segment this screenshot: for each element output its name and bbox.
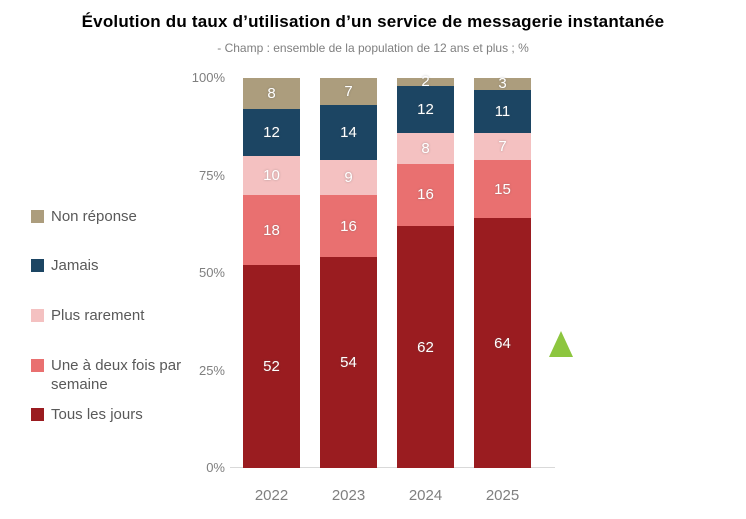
x-tick-label: 2023 (331, 487, 366, 504)
legend-swatch-icon (31, 210, 44, 223)
bar-segment: 8 (243, 78, 300, 110)
bar-segment: 12 (397, 85, 454, 133)
bar-segment: 62 (397, 226, 454, 468)
legend-label: Tous les jours (51, 406, 143, 423)
y-tick-label: 50% (198, 265, 225, 280)
legend-item: Plus rarement (31, 306, 196, 325)
x-tick-label: 2024 (408, 487, 443, 504)
bar-value-label: 16 (417, 186, 434, 204)
legend-swatch-icon (31, 259, 44, 272)
y-tick-label: 25% (198, 362, 225, 378)
bar-segment: 18 (243, 194, 300, 266)
bar-segment: 16 (320, 194, 377, 258)
y-tick-label: 75% (198, 167, 225, 183)
x-axis-line (230, 467, 555, 468)
bar-value-label: 11 (494, 102, 511, 120)
legend-label: Une à deux fois par semaine (51, 357, 182, 393)
bar-segment: 3 (474, 75, 531, 93)
chart-subtitle: - Champ : ensemble de la population de 1… (217, 41, 529, 55)
y-tick-label: 100% (191, 70, 225, 85)
trend-up-triangle-icon (549, 331, 573, 357)
bar-segment: 7 (474, 132, 531, 160)
bar-segment: 10 (243, 155, 300, 195)
bar-value-label: 54 (340, 354, 357, 372)
legend-swatch-icon (31, 359, 44, 372)
bar-value-label: 18 (263, 221, 280, 239)
legend-label: Jamais (51, 257, 99, 274)
bar-value-label: 7 (344, 83, 353, 101)
legend-swatch-icon (31, 408, 44, 421)
stacked-bar-2022: 8 12 10 18 52 (243, 78, 300, 468)
bar-value-label: 62 (417, 338, 434, 356)
bar-segment: 9 (320, 159, 377, 195)
bar-segment: 2 (397, 73, 454, 90)
stacked-bar-2024: 2 12 8 16 62 (397, 73, 454, 468)
legend-item: Une à deux fois par semaine (31, 356, 196, 394)
bar-segment: 54 (320, 257, 377, 468)
legend-item: Non réponse (31, 207, 196, 226)
legend-swatch-icon (31, 309, 44, 322)
bar-value-label: 2 (421, 73, 430, 91)
bar-segment: 64 (474, 218, 531, 468)
bar-value-label: 16 (340, 217, 357, 235)
bar-value-label: 9 (344, 168, 353, 186)
bar-value-label: 12 (263, 124, 280, 142)
bar-value-label: 10 (263, 166, 280, 184)
bar-value-label: 7 (498, 137, 507, 155)
bar-segment: 12 (243, 109, 300, 156)
legend-item: Tous les jours (31, 405, 196, 424)
bar-value-label: 3 (498, 75, 507, 93)
bar-segment: 8 (397, 132, 454, 164)
y-tick-label: 0% (206, 460, 225, 475)
bar-value-label: 8 (267, 85, 276, 103)
bar-value-label: 12 (417, 100, 434, 118)
stacked-bar-2023: 7 14 9 16 54 (320, 78, 377, 468)
legend-item: Jamais (31, 256, 196, 275)
bar-value-label: 52 (263, 358, 280, 376)
bar-segment: 11 (474, 89, 531, 133)
bar-value-label: 8 (421, 139, 430, 157)
bar-segment: 52 (243, 265, 300, 468)
chart-title: Évolution du taux d’utilisation d’un ser… (81, 12, 665, 31)
stacked-bar-2025: 3 11 7 15 64 (474, 75, 531, 468)
bar-segment: 14 (320, 105, 377, 160)
x-tick-label: 2025 (485, 487, 520, 504)
bar-segment: 15 (474, 159, 531, 219)
legend-label: Non réponse (51, 208, 137, 225)
bar-segment: 16 (397, 163, 454, 227)
bar-segment: 7 (320, 78, 377, 106)
x-tick-label: 2022 (254, 487, 289, 504)
bar-value-label: 64 (494, 334, 511, 352)
legend-label: Plus rarement (51, 307, 145, 324)
bar-value-label: 14 (340, 124, 357, 142)
bar-value-label: 15 (494, 180, 511, 198)
